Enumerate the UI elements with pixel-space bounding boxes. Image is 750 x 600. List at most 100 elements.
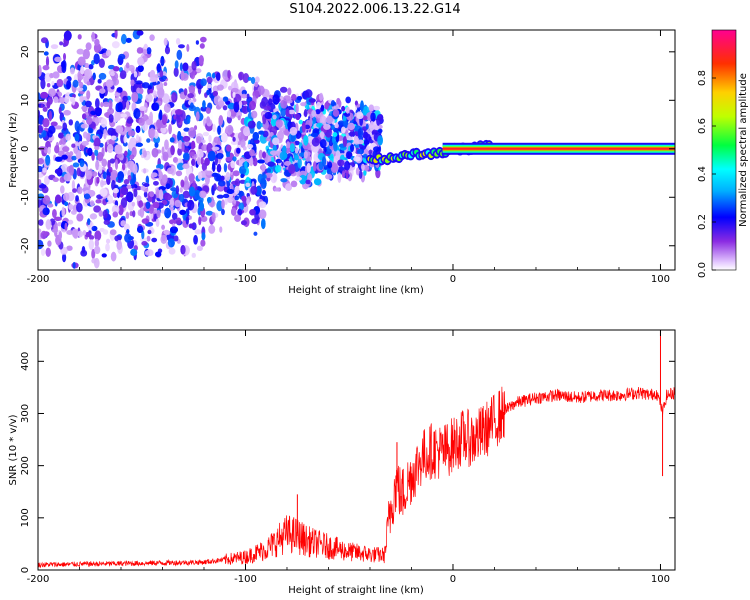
spectrogram-speckle (349, 144, 355, 152)
spectrogram-speckle (51, 80, 55, 86)
spectrogram-speckle (142, 182, 150, 187)
spectrogram-speckle (376, 115, 381, 126)
spectrogram-speckle (207, 150, 216, 162)
spectrogram-speckle (38, 184, 47, 189)
spectrogram-speckle (301, 122, 306, 133)
y-tick-label: 400 (20, 352, 31, 371)
spectrogram-speckle (223, 163, 228, 173)
spectrogram-speckle (42, 65, 50, 71)
spectrogram-speckle (129, 211, 133, 217)
spectrogram-speckle (125, 211, 130, 220)
spectrogram-speckle (155, 119, 163, 129)
spectrogram-speckle (164, 194, 173, 201)
spectrogram-speckle (290, 180, 298, 188)
spectrogram-speckle (108, 114, 114, 123)
spectrogram-speckle (188, 173, 195, 182)
spectrogram-speckle (38, 165, 44, 173)
spectrogram-speckle (253, 231, 258, 236)
spectrogram-speckle (153, 131, 159, 139)
spectrogram-speckle (57, 221, 62, 227)
spectrogram-speckle (102, 101, 111, 107)
spectrogram-speckle (341, 126, 346, 134)
spectrogram-speckle (100, 101, 104, 108)
spectrogram-speckle (162, 93, 170, 104)
spectrogram-speckle (109, 229, 117, 236)
snr-series (38, 386, 675, 569)
spectrogram-speckle (311, 137, 320, 147)
spectrogram-speckle (135, 142, 143, 147)
spectrogram-speckle (175, 185, 180, 195)
spectrogram-speckle (130, 248, 138, 256)
spectrogram-speckle (258, 209, 267, 220)
spectrogram-speckle (58, 132, 64, 139)
spectrogram-speckle (246, 176, 250, 182)
figure-title: S104.2022.006.13.22.G14 (289, 2, 461, 17)
spectrogram-speckle (171, 212, 178, 220)
spectrogram-speckle (222, 193, 230, 199)
spectrogram-speckle (285, 183, 293, 191)
spectrogram-speckle (331, 105, 339, 111)
spectrogram-speckle (200, 36, 207, 43)
spectrogram-speckle (344, 160, 351, 171)
spectrogram-speckle (242, 126, 250, 137)
spectrogram-speckle (120, 186, 129, 196)
spectrogram-speckle (179, 187, 183, 193)
spectrogram-speckle (76, 202, 83, 213)
spectrogram-speckle (217, 185, 225, 192)
spectrogram-speckle (45, 154, 51, 166)
spectrogram-speckle (40, 37, 49, 44)
spectrogram-speckle (112, 66, 120, 72)
spectrogram-speckle (212, 90, 218, 97)
spectrogram-speckle (299, 174, 307, 185)
spectrogram-speckle (167, 238, 175, 248)
spectrogram-speckle (324, 101, 329, 110)
spectrogram-speckle (330, 162, 339, 174)
spectrogram-speckle (74, 133, 80, 142)
spectrogram-speckle (369, 121, 375, 132)
spectrogram-speckle (234, 195, 240, 201)
y-tick-label: -20 (20, 238, 31, 254)
spectrogram-speckle (238, 100, 243, 109)
spectrogram-speckle (127, 130, 136, 137)
y-tick-label: 0 (20, 146, 31, 152)
spectrogram-speckle (261, 218, 266, 230)
spectrogram-speckle (126, 228, 130, 234)
spectrogram-speckle (377, 135, 383, 146)
spectrogram-speckle (196, 157, 201, 166)
spectrogram-speckle (145, 118, 153, 126)
spectrogram-speckle (333, 141, 338, 152)
spectrogram-speckle (118, 204, 124, 216)
spectrogram-speckle (76, 213, 84, 222)
spectrogram-speckle (294, 147, 299, 154)
spectrogram-speckle (201, 232, 206, 241)
spectrogram-speckle (54, 145, 60, 154)
spectrogram-speckle (175, 170, 183, 177)
spectrogram-speckle (155, 251, 162, 258)
spectrogram-speckle (173, 235, 179, 242)
spectrogram-speckle (101, 253, 107, 258)
spectrogram-speckle (72, 229, 79, 239)
spectrogram-speckle (236, 147, 241, 154)
spectrogram-speckle (61, 206, 65, 218)
spectrogram-speckle (199, 43, 205, 49)
spectrogram-speckle (220, 175, 225, 181)
spectrogram-speckle (294, 154, 299, 161)
spectrogram-speckle (94, 98, 100, 109)
spectrogram-speckle (136, 30, 144, 36)
spectrogram-speckle (135, 125, 141, 133)
spectrogram-speckle (71, 179, 76, 191)
spectrogram-speckle (150, 172, 158, 178)
x-tick-label: 100 (651, 574, 670, 585)
spectrogram-speckle (261, 162, 266, 173)
spectrogram-speckle (112, 211, 119, 218)
spectrogram-speckle (183, 127, 190, 132)
spectrogram-speckle (175, 217, 182, 225)
spectrogram-speckle (63, 173, 72, 182)
spectrogram-speckle (137, 56, 144, 66)
spectrogram-speckle (52, 177, 59, 183)
spectrogram-speckle (102, 229, 109, 235)
spectrogram-speckle (289, 126, 298, 136)
spectrogram-speckle (38, 109, 41, 119)
spectrogram-speckle (42, 106, 48, 112)
